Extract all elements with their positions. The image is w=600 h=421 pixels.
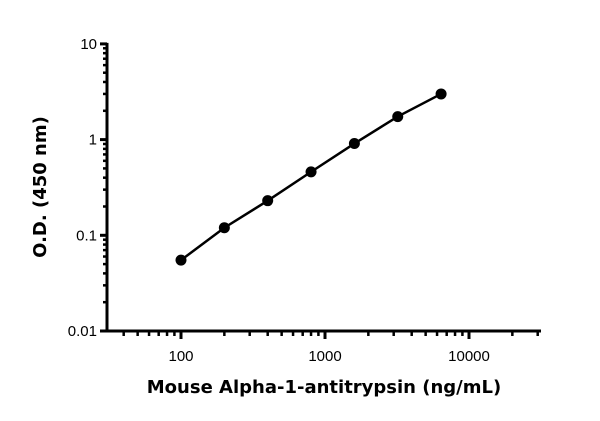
x-tick-label: 100 <box>168 348 193 365</box>
y-axis-title: O.D. (450 nm) <box>30 116 51 258</box>
data-point <box>305 166 317 178</box>
y-tick-label: 0.01 <box>68 323 97 340</box>
y-tick-label: 10 <box>80 36 97 53</box>
data-point <box>218 222 230 234</box>
x-tick-label: 10000 <box>448 348 490 365</box>
y-tick-label: 1 <box>89 132 97 149</box>
x-tick-label: 1000 <box>308 348 341 365</box>
x-axis: 100 1000 10000 <box>105 329 541 365</box>
y-axis: 0.01 0.1 1 10 <box>68 36 109 340</box>
data-point <box>175 254 187 266</box>
plot-area <box>175 88 447 266</box>
y-tick-label: 0.1 <box>76 227 97 244</box>
x-axis-title: Mouse Alpha-1-antitrypsin (ng/mL) <box>147 377 501 398</box>
data-point <box>435 88 447 100</box>
data-point <box>262 195 274 207</box>
data-point <box>348 138 360 150</box>
data-point <box>392 111 404 123</box>
